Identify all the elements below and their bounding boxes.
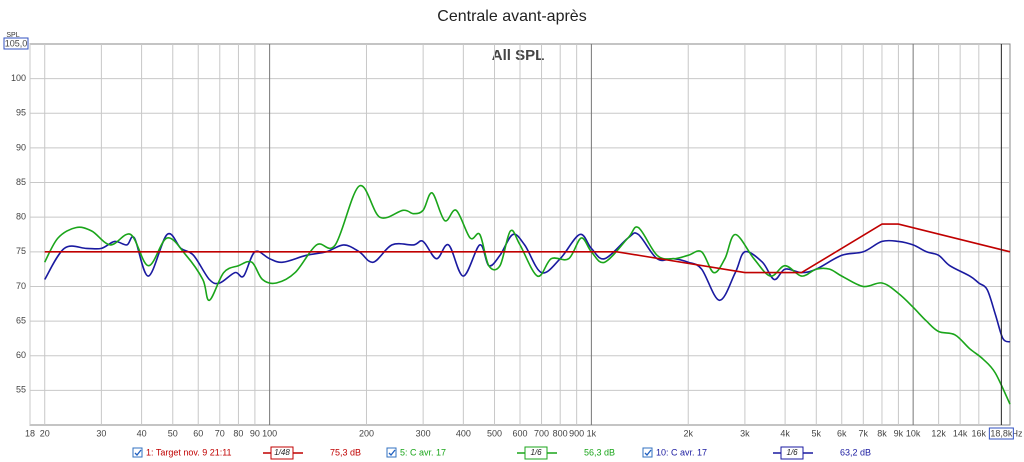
legend-checkbox — [642, 447, 653, 458]
legend-name: 1: Target nov. 9 21:11 — [146, 447, 232, 457]
series-line — [43, 185, 1011, 405]
y-tick-label: 90 — [16, 142, 26, 152]
x-tick-label: 90 — [250, 428, 260, 438]
y-tick-label: 100 — [11, 73, 26, 83]
cursor-label: 18,8k — [990, 428, 1013, 438]
x-tick-label: 300 — [416, 428, 431, 438]
x-tick-label: 1k — [587, 428, 597, 438]
x-tick-label: 9k — [894, 428, 904, 438]
chart-title: Centrale avant-après — [437, 8, 586, 25]
legend-smoothing-box — [780, 446, 804, 460]
legend-checkbox — [132, 447, 143, 458]
legend-cursor-value: 56,3 dB — [584, 447, 615, 457]
x-tick-label: 18 — [25, 428, 35, 438]
x-tick-label: 700 — [534, 428, 549, 438]
x-tick-label: 7k — [859, 428, 869, 438]
legend-check — [134, 449, 142, 456]
x-tick-label: 40 — [137, 428, 147, 438]
y-tick-label: 65 — [16, 315, 26, 325]
y-tick-label: 70 — [16, 281, 26, 291]
x-tick-label: 80 — [233, 428, 243, 438]
y-tick-label: 95 — [16, 108, 26, 118]
x-tick-label: 12k — [931, 428, 946, 438]
x-tick-label: 4k — [780, 428, 790, 438]
legend-name: 5: C avr. 17 — [400, 447, 446, 457]
x-tick-label: 2k — [683, 428, 693, 438]
x-tick-label: 400 — [456, 428, 471, 438]
x-tick-label: 5k — [812, 428, 822, 438]
legend-check — [644, 449, 652, 456]
legend-smoothing: 1/48 — [274, 448, 290, 457]
x-tick-label: 6k — [837, 428, 847, 438]
x-tick-label: 70 — [215, 428, 225, 438]
x-tick-label: 800 — [553, 428, 568, 438]
x-tick-label: 30 — [96, 428, 106, 438]
y-tick-label: 105,0 — [5, 38, 28, 48]
x-tick-label: 200 — [359, 428, 374, 438]
x-tick-label: 500 — [487, 428, 502, 438]
y-tick-label: 55 — [16, 385, 26, 395]
legend-smoothing-box — [270, 446, 294, 460]
legend-smoothing: 1/6 — [530, 448, 542, 457]
x-tick-label: 100 — [262, 428, 277, 438]
x-tick-label: 600 — [512, 428, 527, 438]
y-tick-label: 60 — [16, 350, 26, 360]
y-top-box — [3, 37, 29, 50]
x-tick-label: 16k — [972, 428, 987, 438]
legend-cursor-value: 63,2 dB — [840, 447, 871, 457]
y-tick-label: 75 — [16, 246, 26, 256]
x-tick-label: 60 — [193, 428, 203, 438]
x-tick-label: 10k — [906, 428, 921, 438]
legend-checkbox — [386, 447, 397, 458]
legend-smoothing-box — [524, 446, 548, 460]
legend-cursor-value: 75,3 dB — [330, 447, 361, 457]
legend-name: 10: C avr. 17 — [656, 447, 707, 457]
x-tick-label: 3k — [740, 428, 750, 438]
cursor-box — [988, 427, 1014, 440]
x-tick-label: 900 — [569, 428, 584, 438]
y-tick-label: 80 — [16, 212, 26, 222]
series-line — [44, 223, 1011, 274]
x-tick-label: 14k — [953, 428, 968, 438]
legend-smoothing: 1/6 — [786, 448, 798, 457]
legend-check — [388, 449, 396, 456]
series-line — [44, 232, 1011, 343]
x-tick-label: 50 — [168, 428, 178, 438]
legend-item: 5: C avr. 17 1/6 56,3 dB — [386, 446, 615, 460]
y-axis-label: SPL — [6, 32, 19, 39]
legend-item: 10: C avr. 17 1/6 63,2 dB — [642, 446, 871, 460]
legend-item: 1: Target nov. 9 21:11 1/48 75,3 dB — [132, 446, 361, 460]
x-axis-label: Hz — [1012, 428, 1023, 438]
chart-subtitle: All SPL — [492, 47, 545, 64]
y-tick-label: 85 — [16, 177, 26, 187]
x-tick-label: 20 — [40, 428, 50, 438]
x-tick-label: 8k — [877, 428, 887, 438]
